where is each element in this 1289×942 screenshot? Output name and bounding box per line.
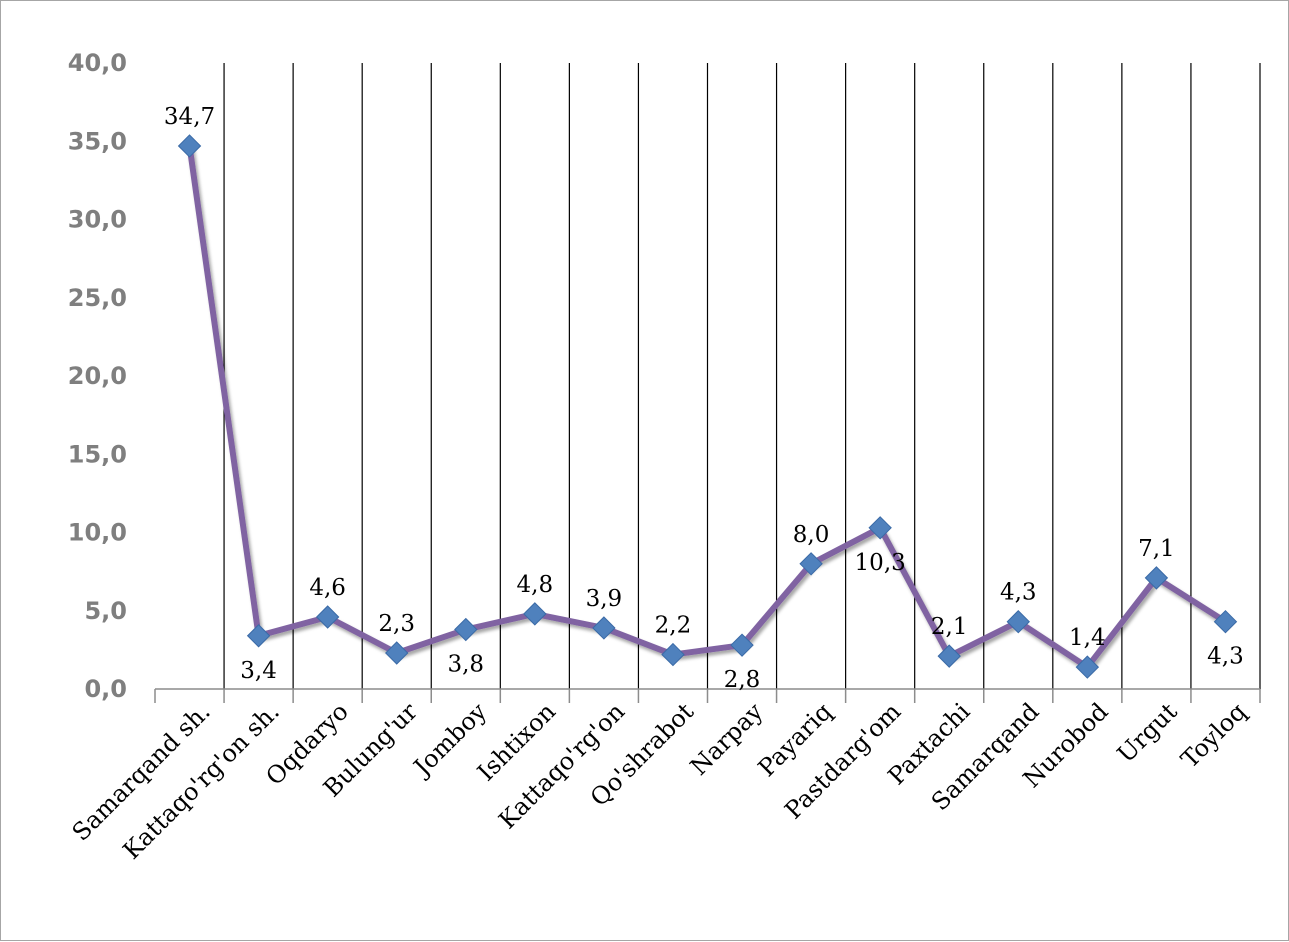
data-label: 3,8	[447, 652, 484, 678]
x-tick-label: Urgut	[1112, 697, 1183, 768]
data-label: 3,4	[240, 658, 277, 684]
y-tick-label: 35,0	[68, 127, 127, 155]
data-label: 4,3	[1207, 644, 1244, 670]
grid-lines	[223, 63, 1261, 689]
data-label: 2,2	[655, 613, 692, 639]
data-point-marker	[592, 616, 616, 640]
y-tick-label: 25,0	[68, 284, 127, 312]
data-label: 34,7	[164, 104, 215, 130]
x-tick-label: Toyloq	[1176, 697, 1252, 773]
data-label: 10,3	[855, 550, 906, 576]
data-label: 4,6	[309, 575, 346, 601]
series-line-group	[186, 142, 1229, 671]
axes	[154, 688, 1261, 703]
data-point-marker	[523, 602, 547, 626]
data-point-marker	[385, 641, 409, 665]
data-point-marker	[799, 552, 823, 576]
x-axis-ticks: Samarqand sh.Kattaqo'rg'on sh.OqdaryoBul…	[67, 697, 1252, 865]
data-point-marker	[661, 642, 685, 667]
data-point-marker	[177, 134, 202, 158]
data-point-marker	[1213, 609, 1238, 634]
y-tick-label: 40,0	[68, 49, 127, 77]
data-label: 3,9	[586, 586, 623, 612]
x-tick-label: Narpay	[685, 697, 769, 781]
data-label: 8,0	[793, 522, 830, 548]
y-tick-label: 30,0	[68, 206, 127, 234]
data-point-marker	[1144, 566, 1169, 590]
data-label: 2,1	[931, 614, 968, 640]
y-axis-ticks: 0,0 5,0 10,0 15,0 20,0 25,0 30,0 35,0 40,0	[68, 49, 127, 703]
data-labels: 34,7 3,4 4,6 2,3 3,8 4,8 3,9 2,2 2,8 8,0 10,3 2,1 4,…	[164, 104, 1244, 693]
y-tick-label: 0,0	[84, 675, 127, 703]
data-label: 2,8	[724, 667, 761, 693]
data-label: 2,3	[378, 611, 415, 637]
data-point-marker	[730, 633, 754, 657]
y-tick-label: 5,0	[84, 597, 127, 625]
data-point-marker	[937, 644, 961, 668]
data-point-marker	[315, 605, 340, 629]
data-label: 4,3	[1000, 580, 1037, 606]
data-label: 1,4	[1069, 625, 1106, 651]
data-point-marker	[868, 516, 892, 540]
data-point-marker	[454, 617, 478, 642]
y-tick-label: 15,0	[68, 440, 127, 468]
data-point-marker	[1075, 655, 1100, 679]
y-tick-label: 10,0	[68, 519, 127, 547]
series-markers	[177, 134, 1238, 679]
data-point-marker	[246, 624, 271, 648]
data-label: 7,1	[1138, 536, 1175, 562]
y-tick-label: 20,0	[68, 362, 127, 390]
data-point-marker	[1006, 609, 1030, 634]
series-line	[186, 142, 1229, 671]
data-label: 4,8	[517, 572, 554, 598]
